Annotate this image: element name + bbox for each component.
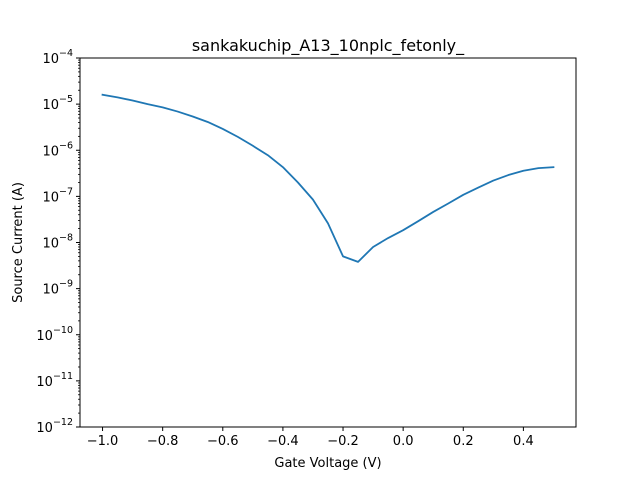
x-tick-label: 0.0 [393, 434, 414, 449]
x-tick-label: −0.4 [267, 434, 299, 449]
x-tick-label: −0.8 [147, 434, 179, 449]
y-tick-label: 10−4 [42, 48, 73, 67]
x-tick-label: −0.2 [327, 434, 359, 449]
x-axis-label: Gate Voltage (V) [274, 456, 381, 471]
y-tick-label: 10−5 [42, 94, 73, 113]
y-tick-label: 10−12 [36, 417, 73, 436]
x-tick-label: 0.4 [513, 434, 534, 449]
y-tick-label: 10−11 [36, 371, 73, 390]
y-tick-label: 10−8 [42, 233, 73, 252]
y-axis-label: Source Current (A) [11, 182, 26, 303]
series-line-0 [101, 93, 555, 263]
y-axis-ticks: 10−12 10−11 10−10 10−9 10−8 10−7 10−6 10−5 10−4 [36, 48, 80, 436]
x-axis-ticks: −1.0 −0.8 −0.6 −0.4 −0.2 0.0 0.2 0.4 [87, 427, 534, 449]
y-tick-label: 10−6 [42, 140, 73, 159]
x-tick-label: −0.6 [207, 434, 239, 449]
x-tick-label: −1.0 [87, 434, 119, 449]
y-tick-label: 10−10 [36, 325, 73, 344]
chart-title: sankakuchip_A13_10nplc_fetonly_ [192, 36, 465, 56]
x-tick-label: 0.2 [453, 434, 474, 449]
series-layer [101, 93, 555, 263]
y-tick-label: 10−9 [42, 279, 73, 298]
y-tick-label: 10−7 [42, 186, 73, 205]
